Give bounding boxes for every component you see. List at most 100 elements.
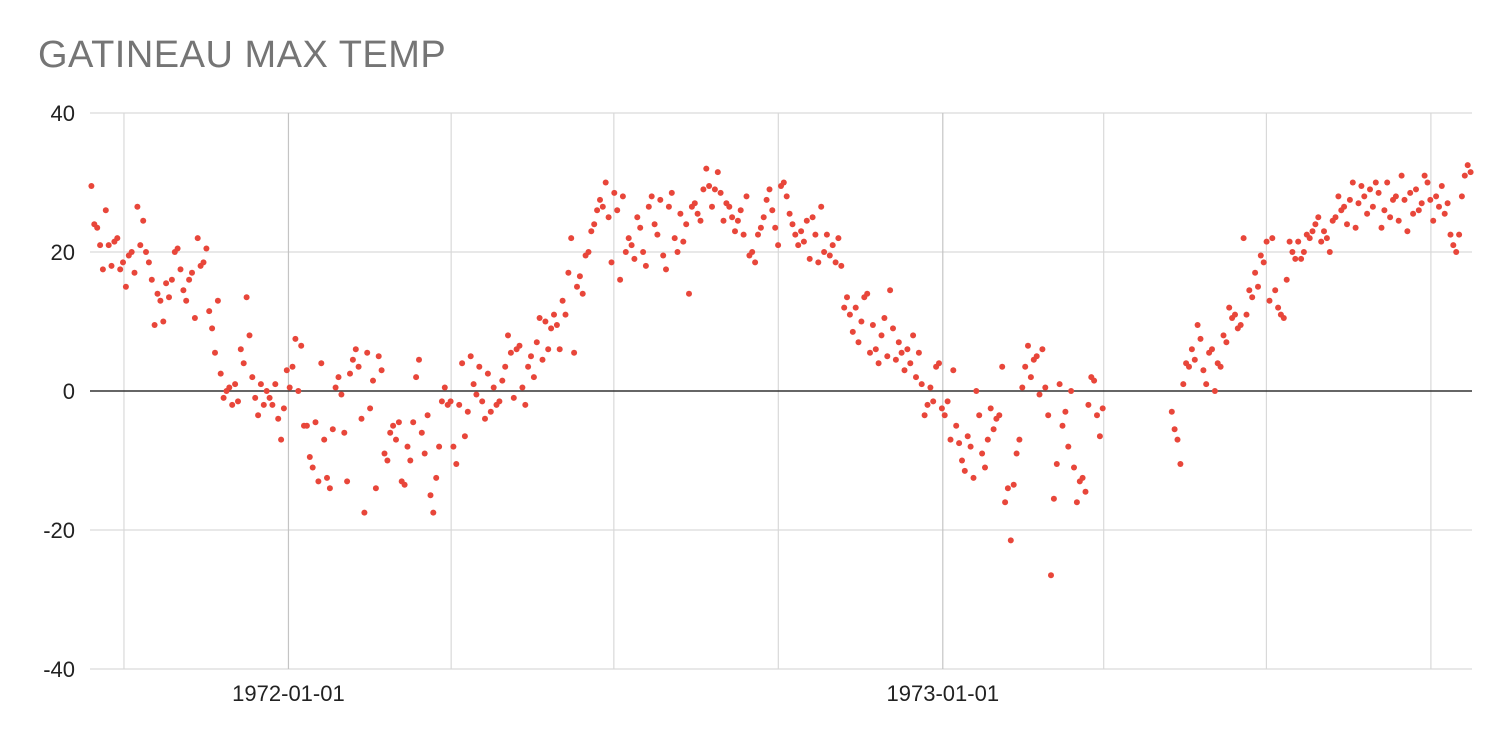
data-point (910, 332, 917, 339)
data-point (128, 249, 135, 255)
data-point (938, 405, 945, 412)
data-point (852, 304, 859, 311)
data-point (407, 457, 414, 464)
data-point (229, 401, 236, 408)
data-point (1430, 217, 1437, 224)
data-point (372, 485, 379, 492)
data-point (292, 335, 299, 342)
data-point (1266, 297, 1273, 304)
data-point (973, 388, 980, 394)
data-point (122, 283, 129, 290)
data-point (482, 415, 488, 422)
data-point (344, 478, 351, 485)
data-point (711, 186, 718, 193)
data-point (1341, 203, 1348, 210)
data-point (1358, 183, 1365, 189)
data-point (576, 273, 583, 280)
data-point (1255, 283, 1261, 290)
data-point (473, 391, 480, 398)
data-point (1355, 200, 1362, 207)
data-point (1007, 537, 1014, 544)
data-point (640, 249, 647, 255)
data-point (1071, 464, 1077, 471)
data-point (1180, 381, 1187, 388)
data-point (729, 214, 736, 221)
data-point (177, 266, 184, 273)
y-tick-label: 0 (63, 379, 75, 404)
data-point (1243, 311, 1250, 318)
data-point (387, 429, 394, 436)
data-point (574, 283, 580, 290)
data-point (668, 189, 675, 196)
data-point (1059, 422, 1066, 429)
data-point (1352, 224, 1359, 231)
data-point (505, 332, 511, 339)
data-point (1447, 231, 1454, 238)
data-point (602, 179, 609, 186)
data-point (551, 311, 557, 318)
data-point (134, 203, 141, 210)
data-point (324, 474, 330, 481)
data-point (212, 349, 218, 356)
data-point (286, 384, 293, 391)
data-point (416, 356, 422, 363)
data-point (280, 405, 287, 412)
data-point (502, 363, 509, 370)
data-point (1438, 183, 1445, 189)
data-point (269, 401, 276, 408)
data-point (203, 245, 210, 252)
data-point (936, 360, 942, 367)
data-point (999, 363, 1006, 370)
data-point (611, 189, 618, 196)
data-point (355, 363, 362, 370)
data-point (395, 419, 402, 426)
data-point (1415, 207, 1422, 214)
data-point (393, 436, 399, 443)
data-point (312, 419, 319, 426)
data-point (775, 242, 782, 249)
data-point (815, 259, 822, 266)
data-point (1369, 203, 1376, 210)
data-point (700, 186, 707, 193)
data-point (1309, 228, 1316, 235)
data-point (433, 474, 440, 481)
data-point (154, 290, 161, 297)
data-point (913, 374, 919, 381)
data-point (1387, 214, 1394, 221)
data-point (1065, 443, 1072, 450)
data-point (1085, 401, 1092, 408)
data-point (200, 259, 207, 266)
data-point (441, 384, 448, 391)
x-tick-label: 1973-01-01 (887, 681, 1000, 706)
data-point (341, 429, 348, 436)
data-point (145, 259, 152, 266)
data-point (766, 186, 773, 193)
data-point (1413, 186, 1419, 193)
data-point (585, 249, 592, 255)
data-point (117, 266, 124, 273)
data-point (987, 405, 994, 412)
data-point (315, 478, 322, 485)
data-point (921, 412, 928, 419)
data-point (1237, 322, 1244, 328)
data-point (872, 346, 879, 353)
data-point (456, 401, 463, 408)
data-point (809, 214, 816, 221)
data-point (1203, 381, 1210, 388)
data-point (953, 422, 960, 429)
data-point (1349, 179, 1356, 186)
data-point (453, 461, 460, 467)
data-point (163, 280, 170, 287)
data-point (214, 297, 221, 304)
data-point (648, 193, 655, 200)
data-point (88, 183, 95, 189)
data-point (157, 297, 164, 304)
data-point (1300, 249, 1307, 255)
data-point (539, 356, 546, 363)
data-point (1298, 255, 1305, 262)
data-point (303, 422, 310, 429)
data-point (1392, 193, 1399, 200)
data-point (1073, 499, 1080, 506)
data-point (384, 457, 391, 464)
data-point (1312, 221, 1319, 228)
